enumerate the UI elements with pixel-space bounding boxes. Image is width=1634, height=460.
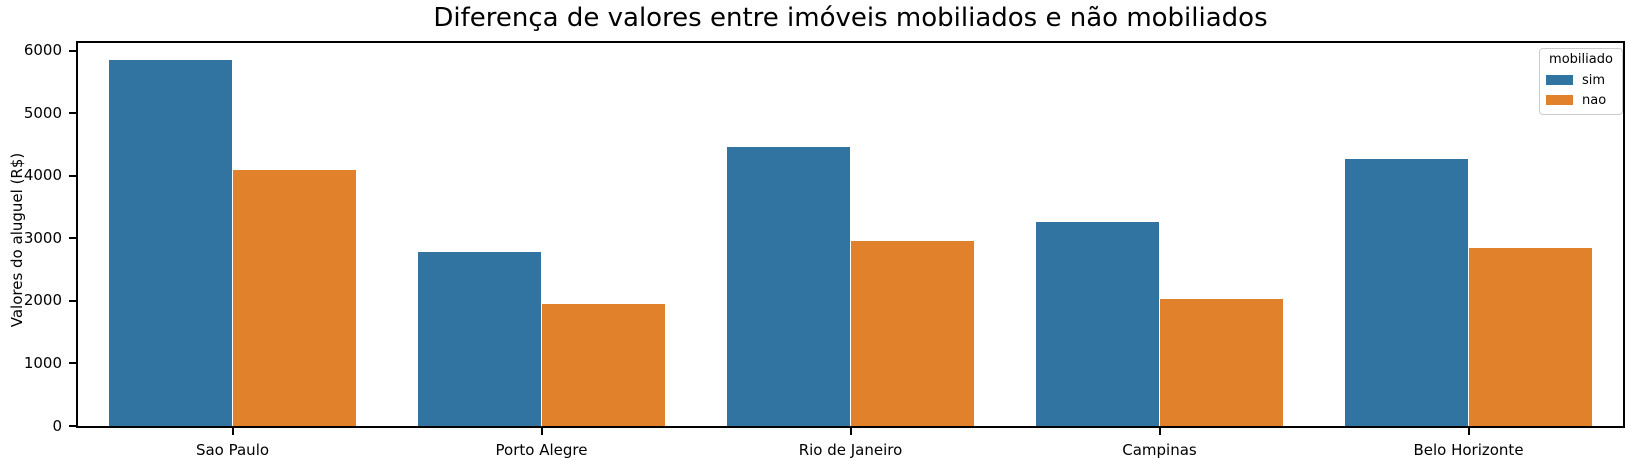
x-tick-label-campinas: Campinas [1122,441,1197,459]
x-tick-label-rio-de-janeiro: Rio de Janeiro [798,441,903,459]
legend-item-label: nao [1582,92,1607,108]
y-tick-mark [69,299,76,302]
y-tick-label-4000: 4000 [23,166,62,185]
y-tick-label-5000: 5000 [23,103,62,122]
y-tick-mark [69,174,76,177]
x-tick-mark [231,428,234,435]
y-tick-label-0: 0 [52,416,62,435]
x-tick-label-belo-horizonte: Belo Horizonte [1413,441,1524,459]
x-tick-mark [849,428,852,435]
x-tick-mark [1467,428,1470,435]
bar-sim-sao-paulo [108,60,233,426]
legend-item-nao: nao [1546,90,1616,110]
bar-sim-porto-alegre [417,251,542,426]
bar-sim-campinas [1035,221,1160,426]
x-tick-mark [540,428,543,435]
bar-nao-porto-alegre [541,304,666,426]
y-tick-mark [69,425,76,427]
legend: mobiliado sim nao [1539,48,1623,115]
bar-sim-rio-de-janeiro [726,146,851,426]
chart-title: Diferença de valores entre imóveis mobil… [433,3,1268,33]
y-tick-mark [69,49,76,52]
bar-nao-belo-horizonte [1468,247,1593,426]
x-tick-mark [1158,428,1161,435]
y-tick-mark [69,362,76,365]
y-tick-label-6000: 6000 [23,41,62,60]
legend-swatch-sim [1546,75,1573,85]
legend-item-sim: sim [1546,70,1616,90]
legend-swatch-nao [1546,95,1573,105]
bar-nao-sao-paulo [232,169,357,426]
y-tick-mark [69,112,76,115]
y-tick-mark [69,237,76,240]
bar-nao-campinas [1159,299,1284,426]
legend-item-label: sim [1582,72,1606,88]
bar-nao-rio-de-janeiro [850,240,975,426]
bar-sim-belo-horizonte [1344,159,1469,426]
y-tick-label-1000: 1000 [23,353,62,372]
plot-area: Sao Paulo Porto Alegre Rio de Janeiro Campi… [24,41,1625,459]
y-tick-label-3000: 3000 [23,228,62,247]
x-tick-label-sao-paulo: Sao Paulo [195,441,270,459]
legend-title: mobiliado [1549,52,1613,67]
x-tick-label-porto-alegre: Porto Alegre [495,441,588,459]
y-tick-label-2000: 2000 [23,291,62,310]
